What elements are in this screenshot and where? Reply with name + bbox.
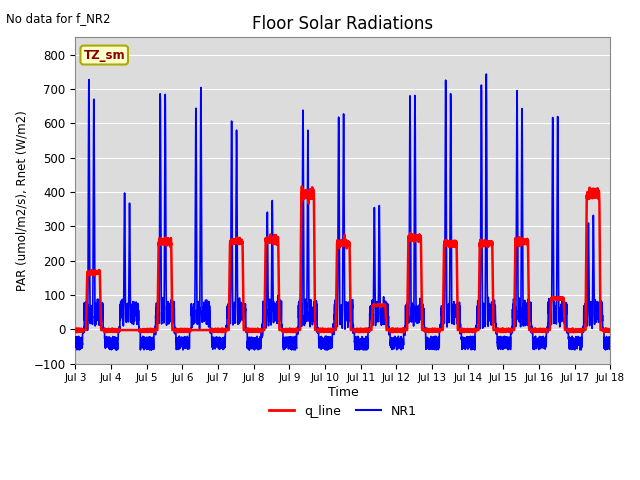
NR1	[72, 335, 79, 340]
q_line	[493, 329, 501, 335]
Y-axis label: PAR (umol/m2/s), Rnet (W/m2): PAR (umol/m2/s), Rnet (W/m2)	[15, 110, 28, 291]
q_line	[283, 329, 291, 335]
q_line	[168, 263, 175, 269]
Legend: q_line, NR1: q_line, NR1	[264, 400, 422, 423]
Text: No data for f_NR2: No data for f_NR2	[6, 12, 111, 25]
NR1	[607, 334, 614, 339]
NR1	[433, 336, 441, 342]
NR1	[493, 338, 501, 344]
Line: q_line: q_line	[76, 186, 611, 332]
NR1	[483, 71, 490, 77]
NR1	[168, 304, 175, 310]
q_line	[72, 327, 79, 333]
NR1	[606, 347, 614, 352]
X-axis label: Time: Time	[328, 386, 358, 399]
Title: Floor Solar Radiations: Floor Solar Radiations	[252, 15, 433, 33]
q_line	[323, 329, 331, 335]
Line: NR1: NR1	[76, 74, 611, 350]
q_line	[463, 329, 470, 335]
q_line	[606, 329, 614, 335]
NR1	[323, 339, 331, 345]
NR1	[112, 347, 120, 353]
q_line	[607, 327, 614, 333]
q_line	[433, 327, 441, 333]
NR1	[463, 335, 470, 340]
Text: TZ_sm: TZ_sm	[83, 48, 125, 61]
q_line	[298, 183, 306, 189]
